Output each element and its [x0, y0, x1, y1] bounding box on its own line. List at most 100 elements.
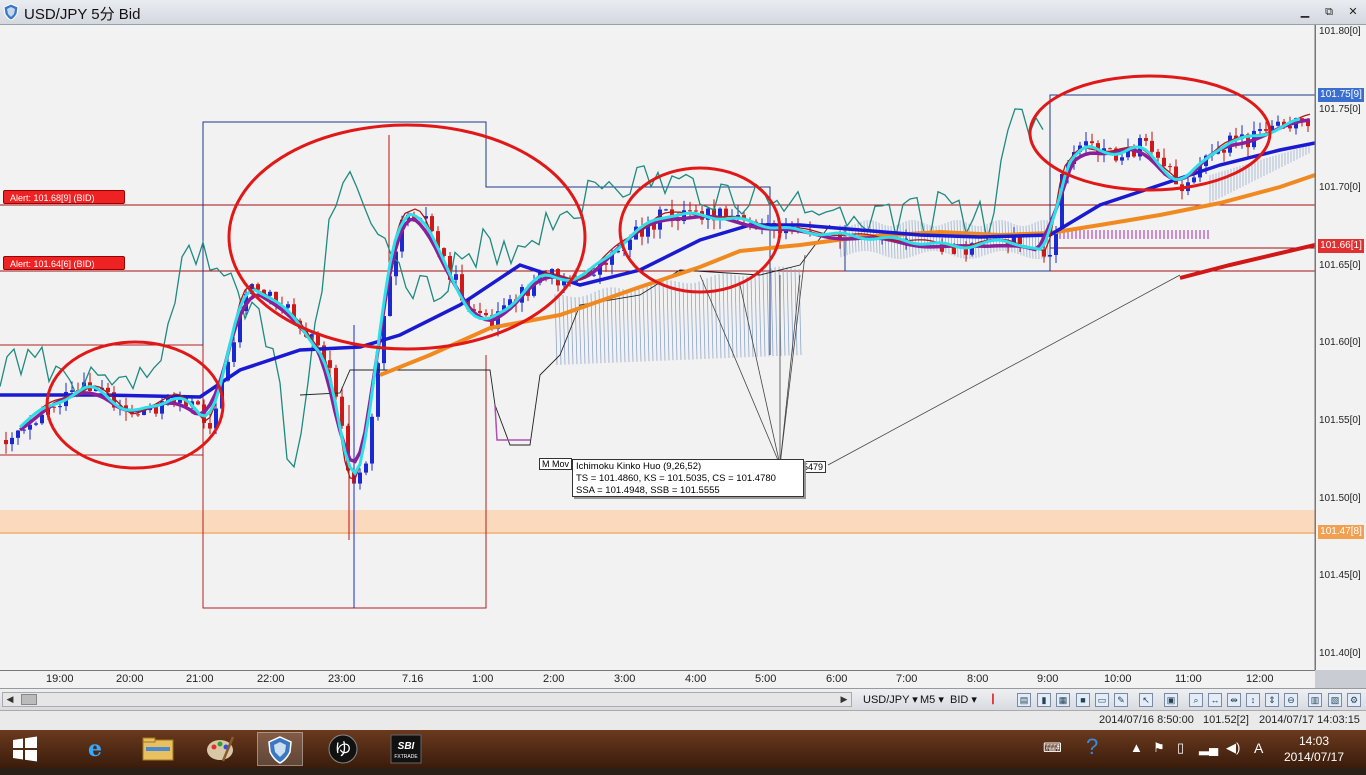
svg-text:ゆ: ゆ	[335, 740, 352, 760]
timeframe-select[interactable]: M5 ▾	[920, 694, 944, 706]
explorer-icon[interactable]	[135, 732, 181, 766]
candle-body	[652, 223, 656, 230]
ma-cyan	[18, 117, 1301, 476]
candle-body	[106, 387, 110, 393]
cloud-hatch	[766, 269, 770, 357]
cascade-icon[interactable]: ▧	[1328, 693, 1342, 707]
expand-v-icon[interactable]: ⇕	[1265, 693, 1279, 707]
zoom-out-icon[interactable]: ⊖	[1284, 693, 1298, 707]
volume-icon[interactable]: ◀)	[1226, 740, 1241, 755]
zoom-icon[interactable]: ⌕	[1189, 693, 1203, 707]
candle-body	[484, 313, 488, 316]
taskbar-clock[interactable]: 14:03 2014/07/17	[1278, 733, 1350, 765]
candle-body	[1042, 249, 1046, 257]
start-icon[interactable]	[2, 732, 48, 766]
trading-icon[interactable]	[257, 732, 303, 766]
candle-icon[interactable]: ▮	[1037, 693, 1051, 707]
close-icon[interactable]: ✕	[1348, 6, 1358, 18]
shrink-v-icon[interactable]: ↕	[1246, 693, 1260, 707]
candle-body	[1222, 149, 1226, 153]
chart-type-icon[interactable]: ▤	[1017, 693, 1031, 707]
battery-icon[interactable]: ▯	[1177, 740, 1185, 755]
ime-indicator[interactable]: A	[1254, 740, 1264, 756]
time-axis: 19:00 20:00 21:00 22:00 23:00 7.16 1:00 …	[0, 670, 1315, 688]
ie-icon[interactable]: e	[88, 736, 102, 762]
highlight-circle	[1028, 74, 1272, 192]
tooltip-leader	[827, 274, 1181, 466]
price-label: 101.60[0]	[1319, 337, 1361, 348]
candle-body	[1162, 157, 1166, 167]
cloud-hatch	[686, 283, 690, 360]
candle-body	[196, 401, 200, 405]
scroll-thumb[interactable]	[21, 694, 37, 705]
network-icon[interactable]: ▂▄	[1199, 740, 1219, 755]
candle-body	[346, 425, 350, 471]
cloud-hatch	[1025, 225, 1028, 258]
candle-body	[10, 437, 14, 445]
cloud-hatch	[726, 273, 730, 358]
cursor-icon[interactable]: ↖	[1139, 693, 1153, 707]
candle-body	[490, 315, 494, 329]
candle-body	[274, 291, 278, 306]
candle-body	[208, 423, 212, 429]
scroll-left-icon[interactable]: ◀	[6, 694, 14, 704]
objects-icon[interactable]: ▣	[1164, 693, 1178, 707]
price-axis[interactable]: 101.80[0] 101.75[0] 101.70[0] 101.65[0] …	[1315, 25, 1366, 670]
window-icon[interactable]: ▭	[1095, 693, 1109, 707]
price-chart[interactable]: Alert: 101.68[9] (BID) Alert: 101.64[6] …	[0, 25, 1316, 670]
cloud-hatch	[977, 225, 980, 258]
color-icon[interactable]: ■	[1076, 693, 1090, 707]
time-label: 2:00	[543, 673, 565, 685]
candle-body	[394, 251, 398, 277]
symbol-select[interactable]: USD/JPY ▾	[863, 694, 918, 706]
yutori-icon[interactable]: ゆ	[320, 732, 366, 766]
pen-icon[interactable]: ✎	[1114, 693, 1128, 707]
paint-icon[interactable]	[197, 732, 243, 766]
time-label: 6:00	[826, 673, 848, 685]
minimize-icon[interactable]: ▁	[1300, 6, 1310, 18]
cloud-hatch	[690, 283, 694, 360]
alert-label-1[interactable]: Alert: 101.68[9] (BID)	[3, 190, 125, 204]
cloud-hatch	[738, 275, 742, 358]
restore-icon[interactable]: ⧉	[1325, 6, 1333, 18]
candle-body	[22, 429, 26, 431]
grid-icon[interactable]: ▦	[1056, 693, 1070, 707]
candle-body	[430, 216, 434, 232]
chart-canvas[interactable]	[0, 25, 1316, 670]
cloud-hatch	[630, 290, 634, 362]
candle-body	[52, 406, 56, 408]
ma-blue	[0, 141, 1316, 399]
app-window: USD/JPY 5分 Bid ▁ ⧉ ✕ Alert: 101.68[9] (B…	[0, 0, 1366, 731]
candle-body	[238, 311, 242, 343]
scroll-right-icon[interactable]: ▶	[840, 694, 848, 704]
candle-body	[226, 361, 230, 381]
cloud-hatch	[774, 267, 778, 357]
shrink-h-icon[interactable]: ↔	[1208, 693, 1222, 707]
cloud-hatch	[734, 274, 738, 358]
cloud-hatch	[618, 288, 622, 363]
settings-icon[interactable]: ⚙	[1347, 693, 1361, 707]
cloud-hatch	[887, 225, 890, 258]
highlight-circle	[618, 166, 782, 294]
tray-expand-icon[interactable]: ▲	[1130, 740, 1143, 755]
tooltip-leader	[739, 284, 781, 466]
expand-h-icon[interactable]: ⇹	[1227, 693, 1241, 707]
flag-icon[interactable]: ⚑	[1153, 740, 1165, 755]
tile-icon[interactable]: ▥	[1308, 693, 1322, 707]
cloud-hatch	[956, 219, 959, 258]
candle-body	[508, 299, 512, 306]
time-label: 20:00	[116, 673, 144, 685]
sbi-fxtrade-icon[interactable]: SBI FXTRADE	[383, 732, 429, 766]
candle-body	[334, 367, 338, 397]
alert-label-2[interactable]: Alert: 101.64[6] (BID)	[3, 256, 125, 270]
candle-style-icon[interactable]: ┃	[990, 694, 996, 704]
ichimoku-tooltip: Ichimoku Kinko Huo (9,26,52) TS = 101.48…	[572, 459, 804, 497]
keyboard-icon[interactable]: ⌨	[1043, 740, 1062, 755]
side-select[interactable]: BID ▾	[950, 694, 977, 706]
time-label: 7:00	[896, 673, 918, 685]
horizontal-scrollbar[interactable]: ◀ ▶	[2, 692, 852, 707]
help-icon[interactable]: ?	[1086, 734, 1099, 759]
candle-body	[142, 410, 146, 415]
candle-body	[478, 310, 482, 314]
candle-body	[628, 239, 632, 250]
